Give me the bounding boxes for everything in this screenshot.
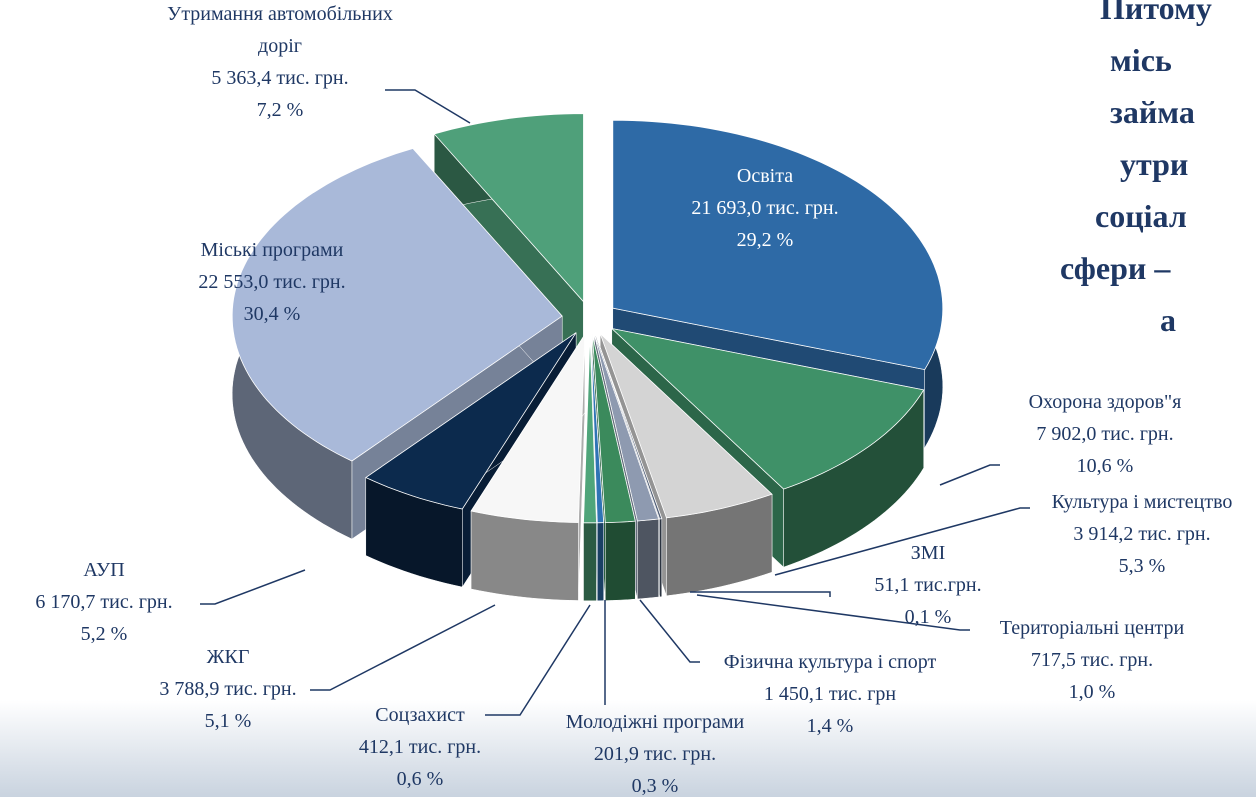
value-label: 1,4 % <box>806 715 854 737</box>
title-line: Питому <box>1100 0 1212 26</box>
category-label: Молодіжні програми <box>565 711 745 733</box>
leader-line <box>200 569 306 605</box>
data-label: Культура і мистецтво 3 914,2 тис. грн. 5,3… <box>1017 486 1256 582</box>
value-label: 1,0 % <box>1068 681 1116 703</box>
data-label: ЗМІ 51,1 тис.грн. 0,1 % <box>828 537 1028 633</box>
value-label: 5,3 % <box>1118 555 1166 577</box>
leader-line <box>310 604 496 691</box>
amount-label: 22 553,0 тис. грн. <box>198 271 346 293</box>
slice-wall <box>637 518 659 600</box>
slice-wall <box>597 522 604 602</box>
leader-line <box>939 464 1000 486</box>
slice <box>594 334 660 522</box>
leader-line <box>774 507 1030 576</box>
amount-label: 51,1 тис.грн. <box>874 574 982 596</box>
slice-wall <box>470 510 579 601</box>
amount-label: 5 363,4 тис. грн. <box>211 67 349 89</box>
category-label: ЗМІ <box>910 542 946 564</box>
amount-label: 3 788,9 тис. грн. <box>159 678 297 700</box>
category-label: Міські програми <box>200 239 344 261</box>
slice <box>595 334 663 520</box>
value-label: 0,6 % <box>396 768 444 790</box>
slice <box>583 334 597 524</box>
data-label: Охорона здоров"я 7 902,0 тис. грн. 10,6 % <box>975 386 1235 482</box>
slice <box>592 334 636 524</box>
data-label: Міські програми 22 553,0 тис. грн. 30,4 % <box>142 234 402 330</box>
title-line: соціал <box>1095 198 1187 234</box>
value-label: 10,6 % <box>1076 455 1134 477</box>
value-label: 29,2 % <box>736 229 794 251</box>
category-label: Охорона здоров"я <box>1028 391 1182 413</box>
leader-line <box>639 599 700 663</box>
category-label: ЖКГ <box>206 646 250 668</box>
title-line: займа <box>1110 94 1195 130</box>
slice <box>599 333 773 519</box>
value-label: 0,3 % <box>631 775 679 797</box>
slice-wall <box>659 518 663 598</box>
leader-line <box>690 591 831 597</box>
slice <box>364 332 577 510</box>
category-label: Фізична культура і спорт <box>723 651 937 673</box>
value-label: 5,1 % <box>204 710 252 732</box>
slice <box>231 148 563 462</box>
amount-label: 717,5 тис. грн. <box>1030 649 1154 671</box>
category-label: Культура і мистецтво <box>1051 491 1233 513</box>
slice <box>433 113 584 303</box>
leader-line <box>696 594 970 631</box>
category-label: АУП <box>83 559 125 581</box>
category-label: Соцзахист <box>375 704 465 726</box>
title-line: утри <box>1120 146 1189 182</box>
leader-line <box>485 604 591 716</box>
footer-band <box>0 700 1256 797</box>
title-line: місь <box>1110 42 1172 78</box>
amount-label: 6 170,7 тис. грн. <box>35 591 173 613</box>
slice <box>610 327 925 490</box>
slice <box>590 334 605 524</box>
slice-wall <box>583 522 597 602</box>
slice-wall <box>605 520 636 601</box>
data-label: Територіальні центри 717,5 тис. грн. 1,0 % <box>962 612 1222 708</box>
amount-label: 3 914,2 тис. грн. <box>1073 523 1211 545</box>
slice <box>612 119 944 371</box>
category-label: Територіальні центри <box>999 617 1185 639</box>
amount-label: 412,1 тис. грн. <box>358 736 482 758</box>
value-label: 0,1 % <box>904 606 952 628</box>
data-label: Освіта 21 693,0 тис. грн. 29,2 % <box>635 160 895 256</box>
title-line: сфери – <box>1060 250 1171 286</box>
data-label: АУП 6 170,7 тис. грн. 5,2 % <box>0 554 214 650</box>
value-label: 7,2 % <box>256 99 304 121</box>
data-label: ЖКГ 3 788,9 тис. грн. 5,1 % <box>118 641 338 737</box>
leader-line <box>385 89 471 124</box>
data-label: Соцзахист 412,1 тис. грн. 0,6 % <box>320 699 520 795</box>
slice <box>470 333 586 523</box>
title-line: а <box>1160 302 1176 338</box>
amount-label: 21 693,0 тис. грн. <box>691 197 839 219</box>
amount-label: 7 902,0 тис. грн. <box>1036 423 1174 445</box>
data-label: Фізична культура і спорт 1 450,1 тис. грн… <box>680 646 980 742</box>
amount-label: 1 450,1 тис. грн <box>763 683 897 705</box>
category-label: Утримання автомобільних доріг <box>167 3 393 57</box>
amount-label: 201,9 тис. грн. <box>593 743 717 765</box>
data-label: Утримання автомобільних доріг 5 363,4 тис… <box>115 0 445 126</box>
data-label: Молодіжні програми 201,9 тис. грн. 0,3 % <box>525 706 785 797</box>
value-label: 5,2 % <box>80 623 128 645</box>
category-label: Освіта <box>736 165 794 187</box>
value-label: 30,4 % <box>243 303 301 325</box>
